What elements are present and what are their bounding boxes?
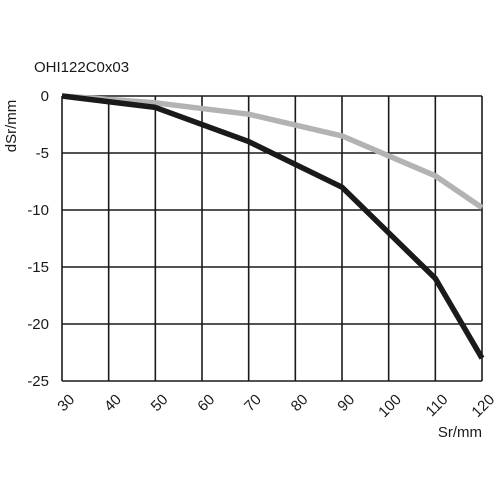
x-tick-label-30: 30 [54, 391, 78, 415]
x-tick-labels: 30 40 50 60 70 80 90 100 110 120 [54, 391, 498, 421]
x-tick-label-50: 50 [148, 391, 172, 415]
y-tick-label--5: -5 [36, 145, 49, 162]
y-tick-label-0: 0 [41, 88, 49, 105]
series-line-2 [61, 93, 484, 210]
x-axis-title: Sr/mm [438, 424, 482, 441]
series-layer [61, 93, 485, 360]
chart-title: OHI122C0x03 [34, 59, 129, 76]
x-tick-label-100: 100 [375, 391, 405, 421]
x-tick-label-110: 110 [423, 391, 452, 420]
x-tick-label-70: 70 [241, 391, 265, 415]
x-tick-label-80: 80 [288, 391, 312, 415]
series-line-1 [61, 93, 485, 360]
y-axis-title: dSr/mm [3, 100, 20, 153]
y-tick-labels: 0 -5 -10 -15 -20 -25 [27, 88, 49, 390]
y-tick-label--15: -15 [27, 259, 49, 276]
x-tick-label-40: 40 [101, 391, 125, 415]
y-tick-label--25: -25 [27, 373, 49, 390]
y-tick-label--10: -10 [27, 202, 49, 219]
grid [61, 95, 483, 382]
x-tick-label-120: 120 [468, 391, 498, 421]
x-tick-label-60: 60 [194, 391, 218, 415]
y-tick-label--20: -20 [27, 316, 49, 333]
x-tick-label-90: 90 [334, 391, 358, 415]
